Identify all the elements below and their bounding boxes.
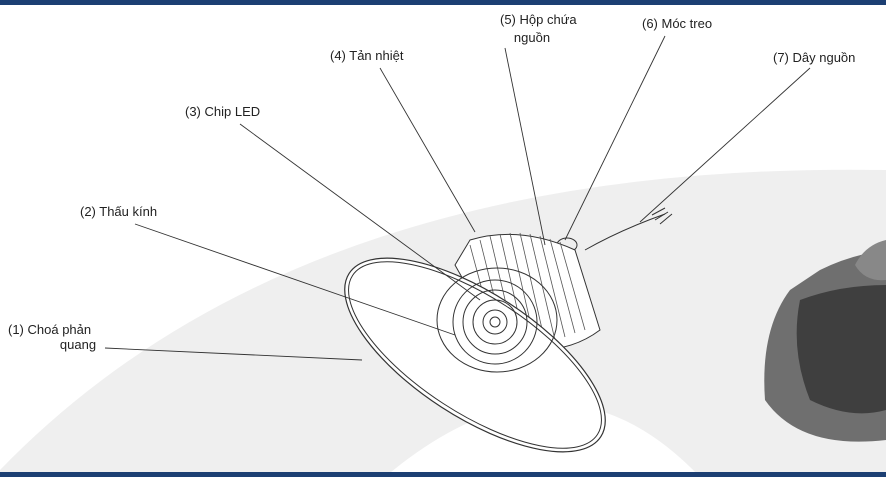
label: (3) Chip LED [185,104,260,119]
label: (5) Hộp chứa [500,12,577,27]
right-lamp [764,240,886,442]
label: (6) Móc treo [642,16,712,31]
top-bar [0,0,886,5]
label: (2) Thấu kính [80,204,157,219]
bottom-bar [0,472,886,477]
lamp-drawing [344,207,673,453]
label: (7) Dây nguồn [773,50,855,65]
label: (1) Choá phản [8,322,91,337]
label: nguồn [514,30,550,45]
label: (4) Tản nhiệt [330,48,404,63]
leader-lines [104,35,811,361]
label: quang [60,337,96,352]
